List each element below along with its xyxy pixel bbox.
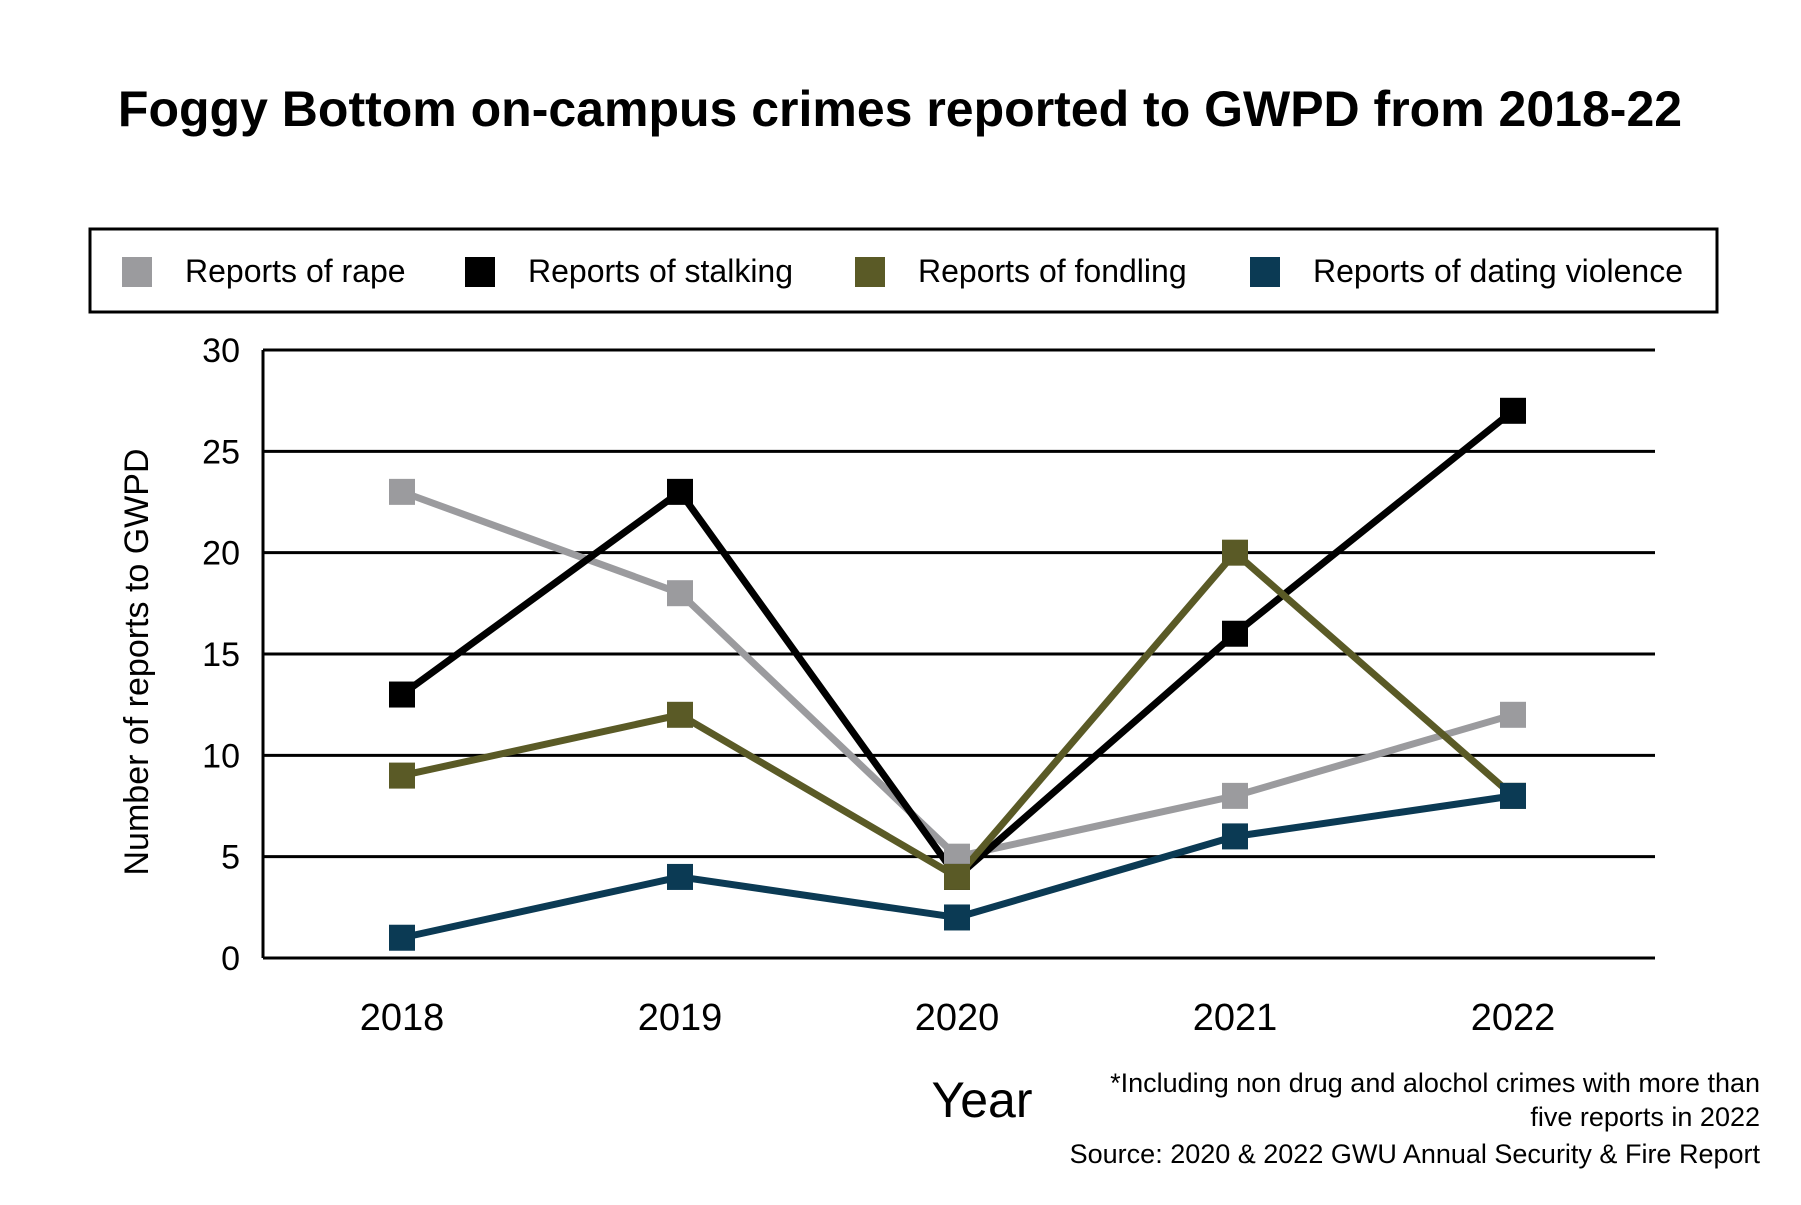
- data-point-3-2: [944, 904, 970, 931]
- data-point-2-1: [667, 701, 693, 728]
- axis-labels: 0 5 10 15 20 25 30 2018 2019 2020 2021 2022: [202, 332, 1555, 1039]
- footnote-line-1: *Including non drug and alochol crimes w…: [1110, 1068, 1760, 1098]
- x-tick-label: 2022: [1471, 997, 1556, 1039]
- data-point-0-1: [667, 580, 693, 607]
- data-point-0-0: [389, 478, 415, 505]
- y-tick-label: 30: [202, 332, 240, 370]
- grid-lines: [263, 348, 1655, 960]
- legend-swatch-1: [465, 257, 495, 287]
- legend-label-2: Reports of fondling: [918, 253, 1187, 289]
- y-axis-title: Number of reports to GWPD: [118, 448, 156, 875]
- data-point-2-2: [944, 863, 970, 890]
- data-point-2-3: [1222, 539, 1248, 566]
- x-tick-label: 2020: [915, 997, 1000, 1039]
- y-tick-label: 20: [202, 535, 240, 573]
- chart-title: Foggy Bottom on-campus crimes reported t…: [118, 81, 1682, 137]
- legend: Reports of rape Reports of stalking Report…: [88, 227, 1719, 314]
- y-tick-label: 0: [221, 940, 240, 978]
- data-point-3-4: [1500, 782, 1526, 809]
- series-lines: [389, 397, 1526, 951]
- legend-swatch-2: [855, 257, 885, 287]
- data-point-0-3: [1222, 782, 1248, 809]
- legend-swatch-0: [122, 257, 152, 287]
- data-point-1-0: [389, 681, 415, 708]
- legend-label-3: Reports of dating violence: [1313, 253, 1683, 289]
- source-note: Source: 2020 & 2022 GWU Annual Security …: [1070, 1139, 1761, 1169]
- data-point-1-4: [1500, 397, 1526, 424]
- y-tick-label: 5: [221, 839, 240, 877]
- data-point-3-1: [667, 863, 693, 890]
- data-point-1-3: [1222, 620, 1248, 647]
- footnote-line-2: five reports in 2022: [1530, 1102, 1760, 1132]
- y-tick-label: 15: [202, 636, 240, 674]
- data-point-3-0: [389, 924, 415, 951]
- legend-swatch-3: [1250, 257, 1280, 287]
- x-tick-label: 2018: [360, 997, 445, 1039]
- data-point-3-3: [1222, 823, 1248, 850]
- y-tick-label: 10: [202, 737, 240, 775]
- series-line-1: [398, 407, 1517, 881]
- y-tick-label: 25: [202, 433, 240, 471]
- data-point-1-1: [667, 478, 693, 505]
- legend-frame: [88, 227, 1719, 314]
- legend-label-0: Reports of rape: [185, 253, 406, 289]
- legend-label-1: Reports of stalking: [528, 253, 793, 289]
- data-point-2-0: [389, 762, 415, 789]
- data-point-0-4: [1500, 701, 1526, 728]
- x-tick-label: 2021: [1193, 997, 1278, 1039]
- series-line-2: [398, 549, 1517, 881]
- x-axis-title: Year: [931, 1072, 1032, 1128]
- x-tick-label: 2019: [638, 997, 723, 1039]
